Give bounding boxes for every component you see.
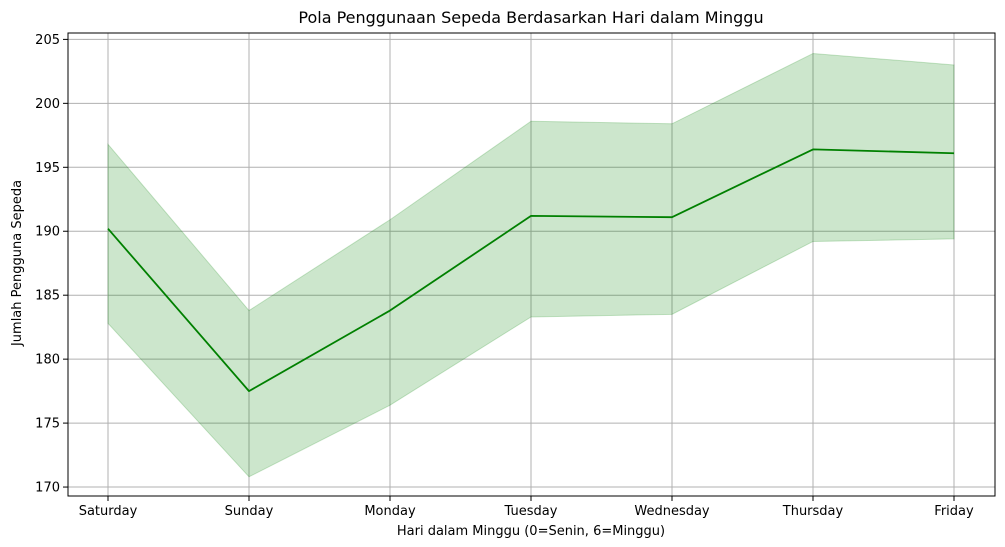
x-tick-label: Saturday <box>79 504 138 519</box>
y-tick-label: 205 <box>35 33 60 48</box>
y-axis-title: Jumlah Pengguna Sepeda <box>10 180 25 347</box>
x-tick-label: Wednesday <box>634 504 710 519</box>
x-tick-label: Friday <box>934 504 974 519</box>
x-axis-title: Hari dalam Minggu (0=Senin, 6=Minggu) <box>397 524 665 539</box>
y-tick-label: 170 <box>35 481 60 496</box>
x-tick-label: Tuesday <box>504 504 558 519</box>
y-axis: 170 175 180 185 190 195 200 205 <box>35 33 68 496</box>
y-tick-label: 200 <box>35 97 60 112</box>
x-axis: Saturday Sunday Monday Tuesday Wednesday Thur… <box>79 496 974 519</box>
x-tick-label: Thursday <box>782 504 844 519</box>
y-tick-label: 190 <box>35 225 60 240</box>
y-tick-label: 180 <box>35 353 60 368</box>
x-tick-label: Monday <box>364 504 416 519</box>
plot-frame <box>67 32 996 497</box>
grid <box>68 33 995 496</box>
x-tick-label: Sunday <box>225 504 274 519</box>
series-line-layer <box>107 148 955 393</box>
y-tick-label: 185 <box>35 289 60 304</box>
chart-title: Pola Penggunaan Sepeda Berdasarkan Hari … <box>298 8 763 27</box>
confidence-band-layer <box>107 52 955 478</box>
y-tick-label: 195 <box>35 161 60 176</box>
confidence-band <box>107 52 955 478</box>
y-tick-label: 175 <box>35 417 60 432</box>
